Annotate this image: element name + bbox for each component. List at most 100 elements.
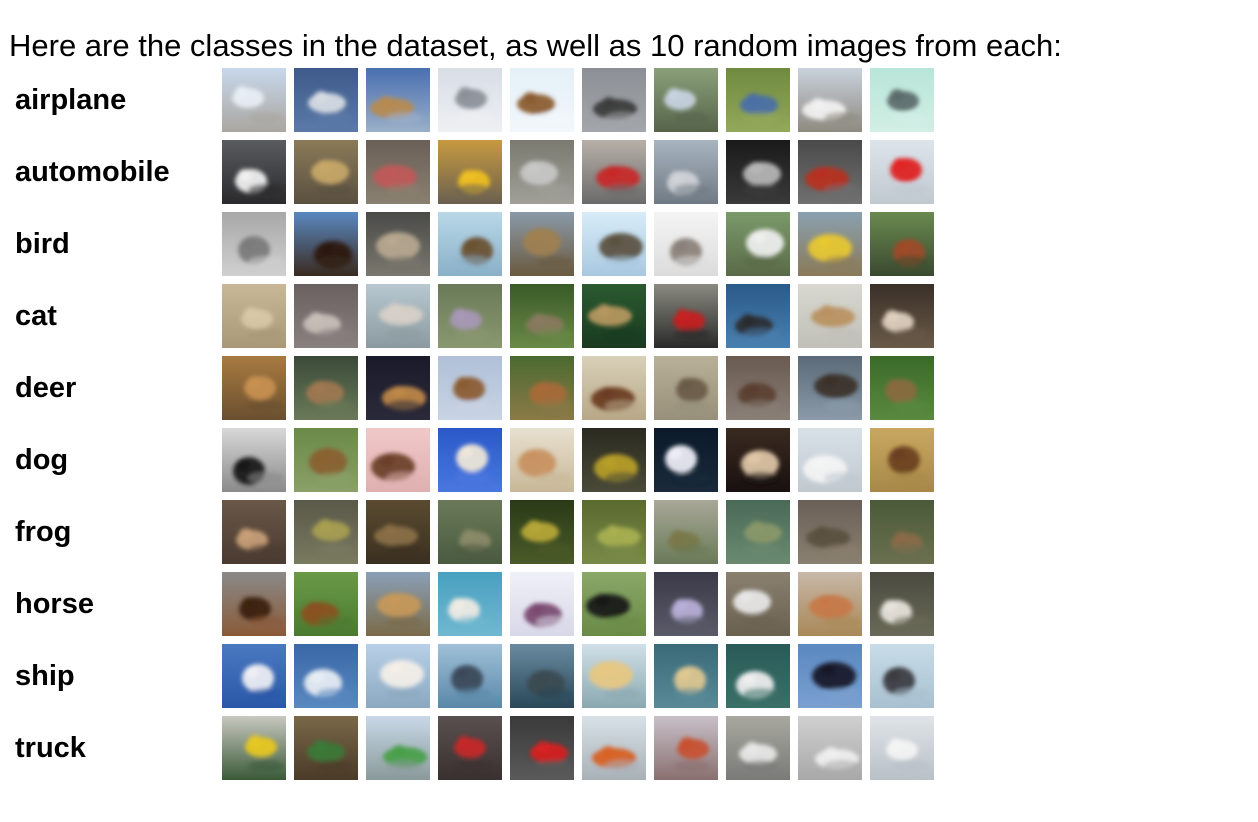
class-label: airplane	[15, 84, 127, 116]
frog-thumbnail	[510, 500, 574, 564]
class-label: automobile	[15, 156, 170, 188]
bird-thumbnail	[654, 212, 718, 276]
airplane-thumbnail	[222, 68, 286, 132]
ship-thumbnail	[222, 644, 286, 708]
ship-thumbnail	[582, 644, 646, 708]
dog-thumbnail	[582, 428, 646, 492]
automobile-thumbnail	[222, 140, 286, 204]
automobile-thumbnail	[510, 140, 574, 204]
ship-thumbnail	[798, 644, 862, 708]
airplane-thumbnail	[294, 68, 358, 132]
cat-thumbnail	[726, 284, 790, 348]
horse-thumbnail	[438, 572, 502, 636]
bird-thumbnail	[582, 212, 646, 276]
class-row-deer: deer	[0, 356, 1000, 420]
frog-thumbnail	[798, 500, 862, 564]
frog-thumbnail	[222, 500, 286, 564]
class-row-dog: dog	[0, 428, 1000, 492]
dog-thumbnail	[798, 428, 862, 492]
horse-thumbnail	[870, 572, 934, 636]
automobile-thumbnail	[438, 140, 502, 204]
frog-thumbnail	[366, 500, 430, 564]
class-label: horse	[15, 588, 94, 620]
horse-thumbnail	[582, 572, 646, 636]
airplane-thumbnail	[438, 68, 502, 132]
horse-thumbnail	[510, 572, 574, 636]
truck-thumbnail	[870, 716, 934, 780]
airplane-thumbnail	[726, 68, 790, 132]
frog-thumbnail	[582, 500, 646, 564]
bird-thumbnail	[366, 212, 430, 276]
bird-thumbnail	[870, 212, 934, 276]
cat-thumbnail	[870, 284, 934, 348]
class-label: frog	[15, 516, 72, 548]
bird-thumbnail	[438, 212, 502, 276]
cat-thumbnail	[582, 284, 646, 348]
horse-thumbnail	[366, 572, 430, 636]
dog-thumbnail	[366, 428, 430, 492]
horse-thumbnail	[726, 572, 790, 636]
truck-thumbnail	[654, 716, 718, 780]
frog-thumbnail	[438, 500, 502, 564]
class-row-ship: ship	[0, 644, 1000, 708]
horse-thumbnail	[294, 572, 358, 636]
ship-thumbnail	[510, 644, 574, 708]
cat-thumbnail	[654, 284, 718, 348]
horse-thumbnail	[654, 572, 718, 636]
airplane-thumbnail	[510, 68, 574, 132]
frog-thumbnail	[654, 500, 718, 564]
truck-thumbnail	[222, 716, 286, 780]
bird-thumbnail	[510, 212, 574, 276]
dog-thumbnail	[294, 428, 358, 492]
bird-thumbnail	[726, 212, 790, 276]
airplane-thumbnail	[366, 68, 430, 132]
ship-thumbnail	[654, 644, 718, 708]
class-label: deer	[15, 372, 77, 404]
deer-thumbnail	[294, 356, 358, 420]
horse-thumbnail	[222, 572, 286, 636]
deer-thumbnail	[366, 356, 430, 420]
truck-thumbnail	[582, 716, 646, 780]
dog-thumbnail	[870, 428, 934, 492]
class-row-cat: cat	[0, 284, 1000, 348]
bird-thumbnail	[222, 212, 286, 276]
deer-thumbnail	[222, 356, 286, 420]
cat-thumbnail	[438, 284, 502, 348]
frog-thumbnail	[294, 500, 358, 564]
ship-thumbnail	[438, 644, 502, 708]
class-row-airplane: airplane	[0, 68, 1000, 132]
ship-thumbnail	[366, 644, 430, 708]
truck-thumbnail	[798, 716, 862, 780]
airplane-thumbnail	[798, 68, 862, 132]
class-label: ship	[15, 660, 75, 692]
deer-thumbnail	[438, 356, 502, 420]
truck-thumbnail	[438, 716, 502, 780]
automobile-thumbnail	[294, 140, 358, 204]
dog-thumbnail	[222, 428, 286, 492]
dog-thumbnail	[510, 428, 574, 492]
cat-thumbnail	[222, 284, 286, 348]
automobile-thumbnail	[726, 140, 790, 204]
class-label: bird	[15, 228, 70, 260]
deer-thumbnail	[582, 356, 646, 420]
dog-thumbnail	[726, 428, 790, 492]
airplane-thumbnail	[870, 68, 934, 132]
deer-thumbnail	[798, 356, 862, 420]
deer-thumbnail	[726, 356, 790, 420]
cat-thumbnail	[366, 284, 430, 348]
class-row-automobile: automobile	[0, 140, 1000, 204]
class-row-horse: horse	[0, 572, 1000, 636]
class-label: truck	[15, 732, 86, 764]
ship-thumbnail	[294, 644, 358, 708]
deer-thumbnail	[654, 356, 718, 420]
intro-heading: Here are the classes in the dataset, as …	[9, 28, 1062, 63]
automobile-thumbnail	[654, 140, 718, 204]
cat-thumbnail	[294, 284, 358, 348]
deer-thumbnail	[510, 356, 574, 420]
bird-thumbnail	[798, 212, 862, 276]
dog-thumbnail	[438, 428, 502, 492]
deer-thumbnail	[870, 356, 934, 420]
automobile-thumbnail	[366, 140, 430, 204]
class-row-truck: truck	[0, 716, 1000, 780]
truck-thumbnail	[726, 716, 790, 780]
